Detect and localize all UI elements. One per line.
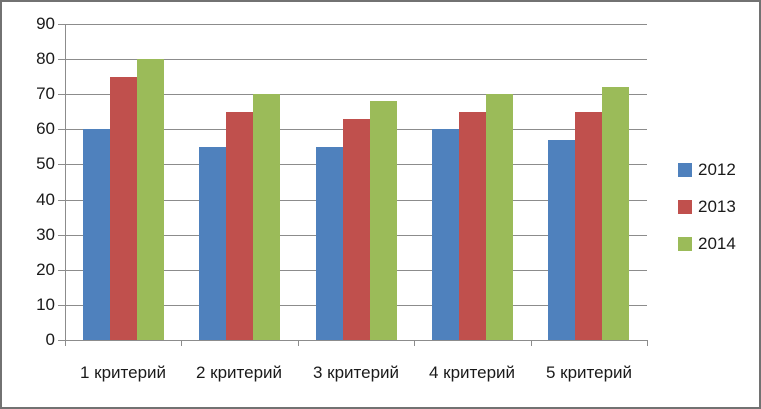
bar-2012-category-2 bbox=[199, 147, 226, 340]
gridline-y70 bbox=[65, 94, 647, 96]
x-axis-category-label: 4 критерий bbox=[428, 363, 516, 382]
x-axis-tick-mark bbox=[531, 341, 532, 346]
x-axis-tick-mark bbox=[65, 341, 66, 346]
x-axis-tick-mark bbox=[647, 341, 648, 346]
legend-label: 2012 bbox=[698, 160, 736, 179]
y-axis-tick-mark bbox=[58, 59, 65, 61]
y-axis-tick-mark bbox=[58, 340, 65, 341]
x-axis-category-label: 1 критерий bbox=[79, 363, 167, 382]
y-axis-tick-mark bbox=[58, 164, 65, 166]
bar-2013-category-3 bbox=[343, 119, 370, 340]
x-axis-category-label: 3 критерий bbox=[312, 363, 400, 382]
y-axis-tick-mark bbox=[58, 234, 65, 236]
bar-2014-category-2 bbox=[253, 94, 280, 340]
gridline-y80 bbox=[65, 59, 647, 61]
x-axis-tick-mark bbox=[298, 341, 299, 346]
bar-2012-category-5 bbox=[548, 140, 575, 340]
legend-swatch-icon bbox=[678, 237, 692, 251]
bar-2013-category-4 bbox=[459, 112, 486, 340]
y-axis-tick-mark bbox=[58, 24, 65, 25]
legend-swatch-icon bbox=[678, 200, 692, 214]
y-axis-tick-label: 60 bbox=[36, 119, 55, 139]
bar-2013-category-1 bbox=[110, 77, 137, 340]
y-axis-tick-label: 70 bbox=[36, 84, 55, 104]
bar-2012-category-3 bbox=[316, 147, 343, 340]
bar-2012-category-1 bbox=[83, 129, 110, 340]
y-axis-tick-label: 90 bbox=[36, 14, 55, 33]
bar-2012-category-4 bbox=[432, 129, 459, 340]
legend-item-2014: 2014 bbox=[678, 235, 736, 253]
legend-label: 2013 bbox=[698, 197, 736, 216]
legend-item-2012: 2012 bbox=[678, 161, 736, 179]
x-axis-category-label: 2 критерий bbox=[195, 363, 283, 382]
y-axis-tick-label: 80 bbox=[36, 49, 55, 69]
legend-swatch-icon bbox=[678, 163, 692, 177]
bar-2013-category-2 bbox=[226, 112, 253, 340]
y-axis-tick-mark bbox=[58, 269, 65, 271]
legend: 2012 2013 2014 bbox=[678, 161, 736, 272]
gridline-y90 bbox=[65, 24, 647, 25]
y-axis-tick-mark bbox=[58, 94, 65, 96]
y-axis-tick-label: 40 bbox=[36, 189, 55, 209]
y-axis-tick-mark bbox=[58, 304, 65, 306]
y-axis-tick-label: 30 bbox=[36, 224, 55, 244]
x-axis-tick-mark bbox=[181, 341, 182, 346]
bar-2014-category-3 bbox=[370, 101, 397, 340]
bar-2014-category-5 bbox=[602, 87, 629, 340]
x-axis-category-label: 5 критерий bbox=[545, 363, 633, 382]
y-axis-tick-label: 10 bbox=[36, 294, 55, 314]
bar-2014-category-4 bbox=[486, 94, 513, 340]
x-axis-line bbox=[65, 340, 648, 341]
y-axis-tick-label: 50 bbox=[36, 154, 55, 174]
y-axis-tick-mark bbox=[58, 199, 65, 201]
y-axis-tick-label: 20 bbox=[36, 259, 55, 279]
y-axis-line bbox=[65, 24, 66, 341]
legend-item-2013: 2013 bbox=[678, 198, 736, 216]
y-axis-tick-label: 0 bbox=[45, 330, 55, 349]
bar-2014-category-1 bbox=[137, 59, 164, 340]
x-axis-tick-mark bbox=[414, 341, 415, 346]
legend-label: 2014 bbox=[698, 234, 736, 253]
bar-2013-category-5 bbox=[575, 112, 602, 340]
y-axis-tick-mark bbox=[58, 129, 65, 131]
